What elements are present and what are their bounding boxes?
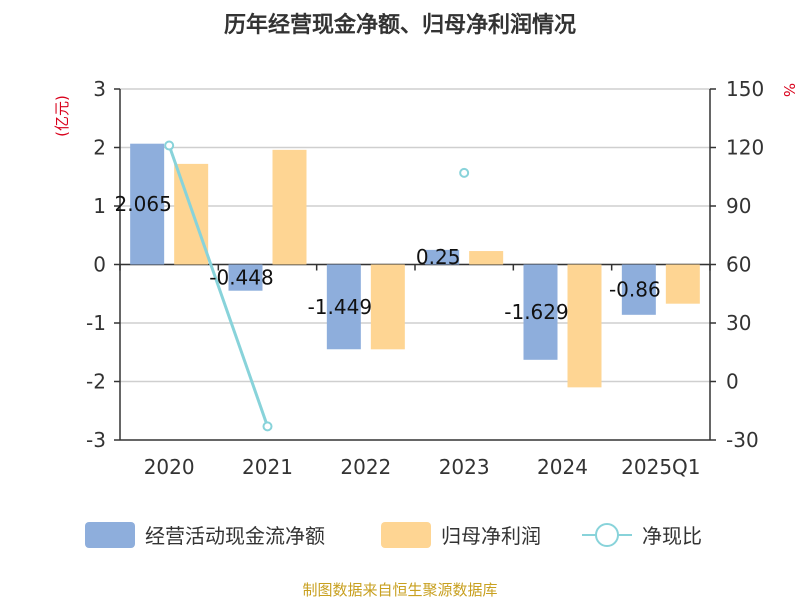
x-tick-label: 2024 (537, 455, 588, 479)
axes: 3 2 1 0 -1 -2 -3 150 120 90 60 30 0 -30 2020 2021 2022 20… (86, 77, 764, 479)
cashflow-data-label: -0.448 (209, 266, 273, 290)
legend-swatch-cashflow (85, 522, 135, 548)
left-tick-label: -2 (86, 370, 106, 394)
right-tick-label: 120 (726, 136, 764, 160)
right-tick-label: 30 (726, 311, 751, 335)
x-tick-label: 2020 (144, 455, 195, 479)
right-tick-label: 150 (726, 77, 764, 101)
cashflow-bar (425, 249, 460, 265)
legend-swatch-net-profit (381, 522, 431, 548)
legend-swatch-ratio-marker (595, 523, 619, 547)
cashflow-data-label: 2.065 (115, 192, 172, 216)
data-labels: 2.065 -0.448 -1.449 0.25 -1.629 -0.86 (115, 192, 661, 324)
x-tick-label: 2023 (439, 455, 490, 479)
cashflow-bar (621, 264, 656, 315)
cashflow-data-label: -0.86 (609, 278, 661, 302)
ratio-point (262, 421, 273, 432)
right-tick-label: 60 (726, 253, 751, 277)
cashflow-data-label: -1.629 (504, 300, 568, 324)
bars (130, 143, 700, 388)
right-tick-label: 0 (726, 370, 739, 394)
left-tick-label: 2 (93, 136, 106, 160)
x-tick-label: 2021 (242, 455, 293, 479)
right-tick-label: 90 (726, 194, 751, 218)
left-tick-label: 0 (93, 253, 106, 277)
legend: 经营活动现金流净额 归母净利润 净现比 (85, 522, 702, 548)
cashflow-data-label: -1.449 (308, 295, 372, 319)
cashflow-bar (130, 143, 165, 265)
ratio-point (164, 140, 175, 151)
legend-label: 归母净利润 (441, 524, 541, 548)
ratio-line (164, 140, 470, 432)
legend-label: 经营活动现金流净额 (145, 524, 325, 548)
net-profit-bar (370, 264, 405, 350)
net-profit-bar (174, 163, 209, 265)
ratio-point (459, 167, 470, 178)
right-tick-label: -30 (726, 428, 759, 452)
cashflow-bar (326, 264, 361, 350)
net-profit-bar (469, 251, 504, 265)
left-tick-label: -3 (86, 428, 106, 452)
cashflow-bar (228, 264, 263, 291)
cashflow-data-label: 0.25 (416, 245, 461, 269)
ratio-line-segment (167, 145, 269, 427)
source-note: 制图数据来自恒生聚源数据库 (302, 581, 497, 599)
cashflow-bar (523, 264, 558, 360)
x-tick-label: 2022 (340, 455, 391, 479)
grid-lines (120, 88, 710, 383)
left-tick-label: 1 (93, 194, 106, 218)
net-profit-bar (567, 264, 602, 388)
left-axis-unit: (亿元) (53, 95, 71, 137)
net-profit-bar (665, 264, 700, 304)
left-tick-label: 3 (93, 77, 106, 101)
legend-label: 净现比 (642, 524, 702, 548)
x-tick-label: 2025Q1 (621, 455, 700, 479)
right-axis-unit: % (780, 83, 798, 97)
chart-title: 历年经营现金净额、归母净利润情况 (224, 12, 576, 38)
left-tick-label: -1 (86, 311, 106, 335)
net-profit-bar (272, 149, 307, 265)
